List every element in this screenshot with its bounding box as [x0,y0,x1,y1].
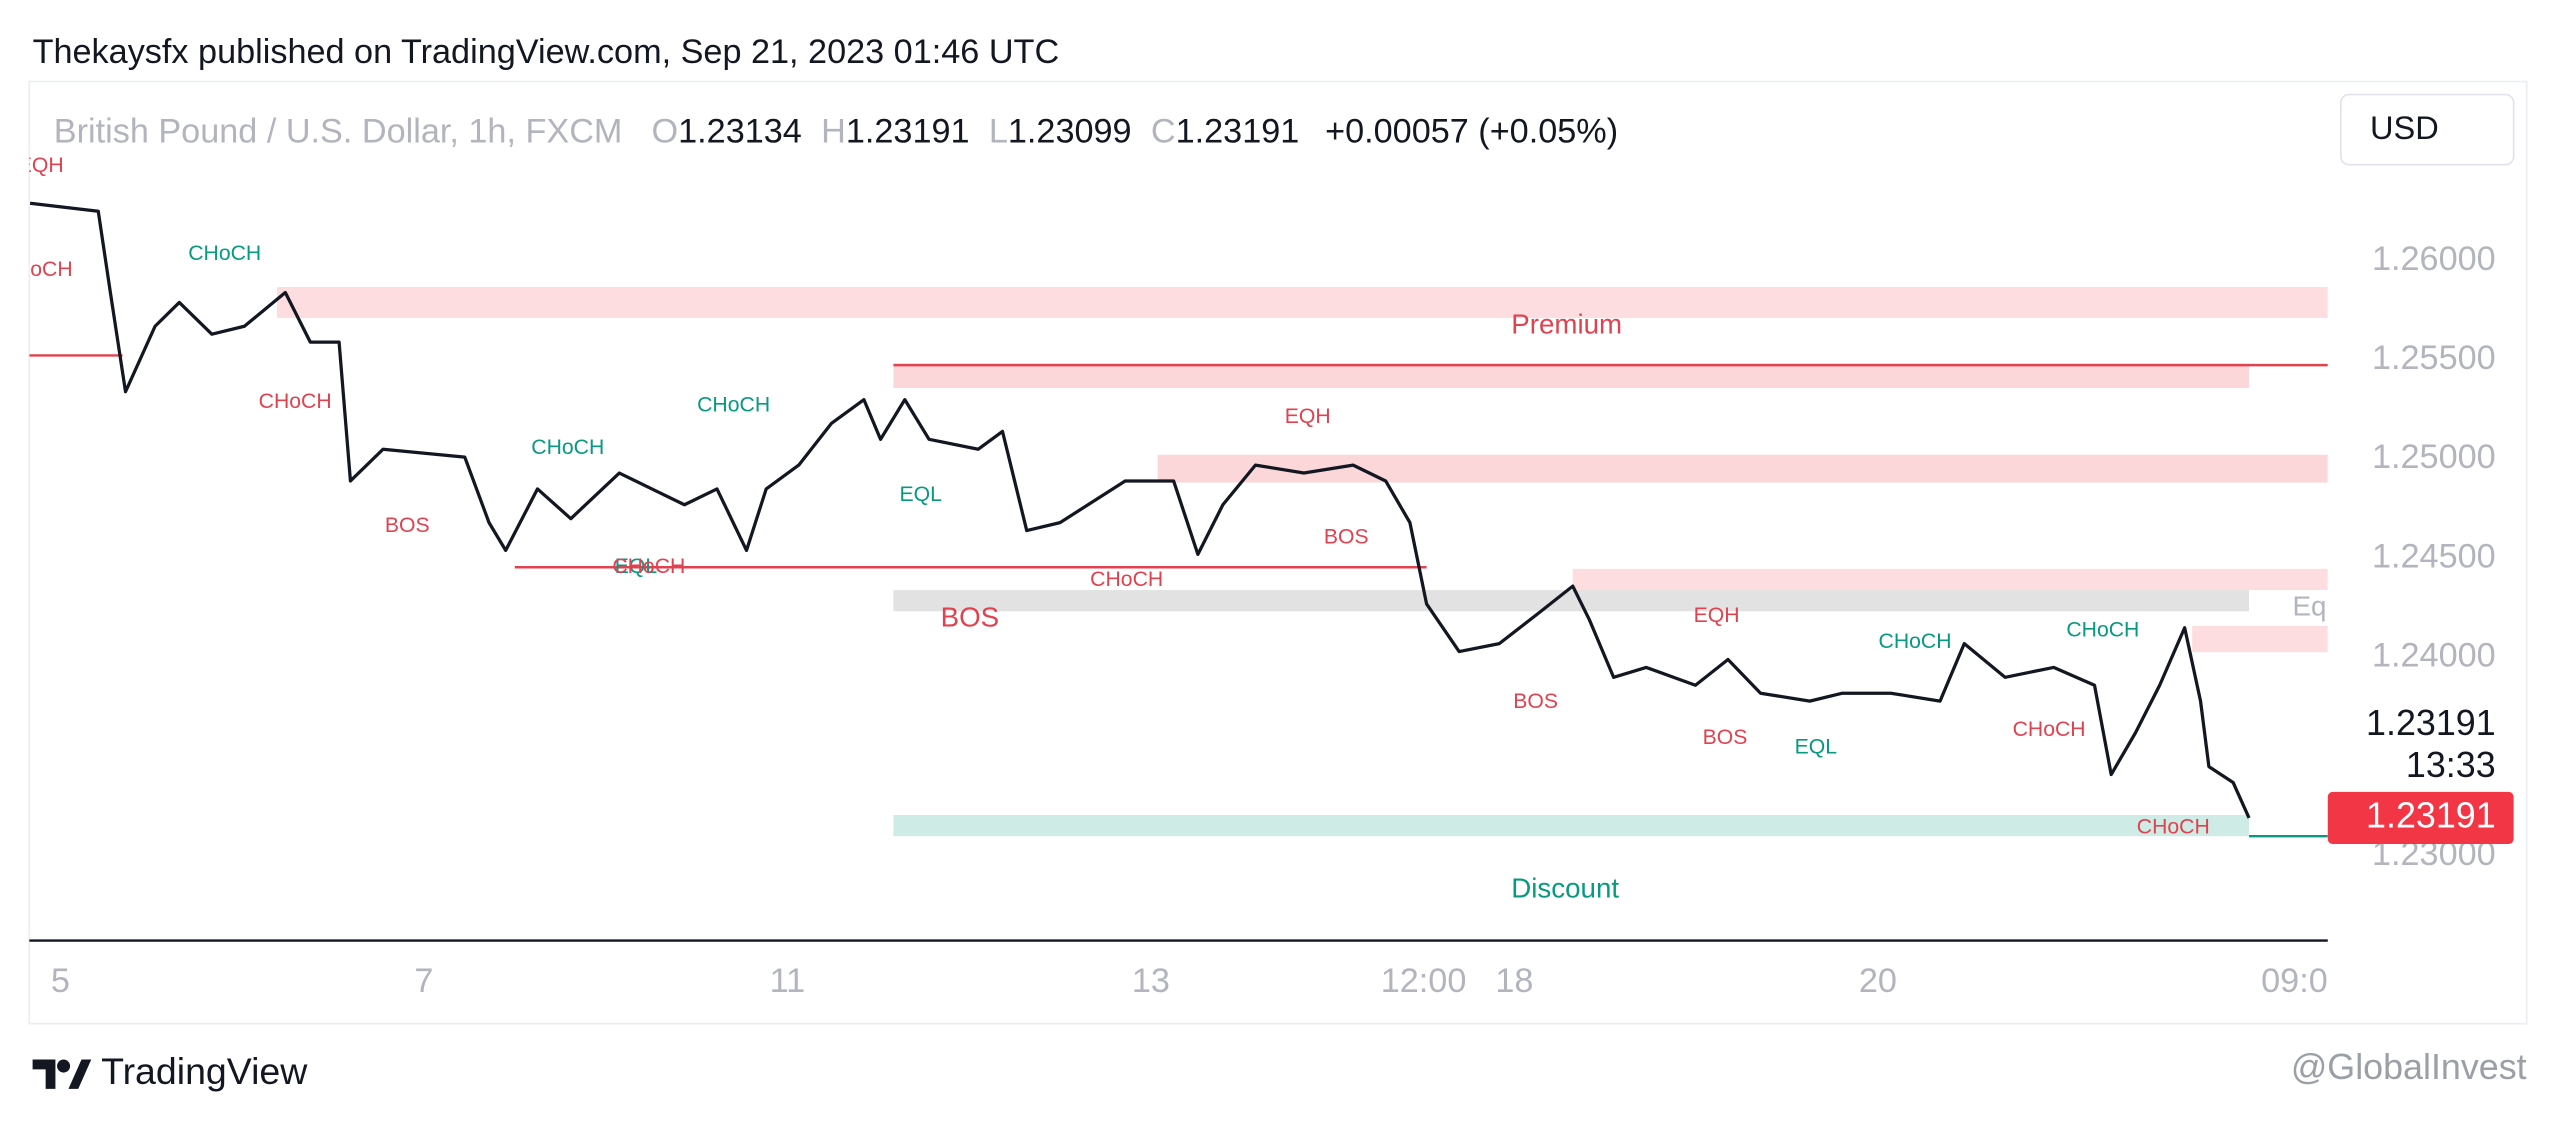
annotation: Premium [1511,308,1622,339]
price-line [29,201,2251,819]
currency[interactable]: USD [2370,109,2439,146]
brand-logo [32,1059,92,1089]
annotation: CHoCH [0,258,73,281]
x-tick-label: 09:0 [2261,962,2328,1000]
annotation: Equ [2293,590,2342,621]
y-tick-label: 1.24500 [2372,537,2496,575]
annotation: Discount [1511,872,1619,903]
ohlc-key: C [1151,113,1176,151]
zone [1157,454,2328,483]
symbol: British Pound / U.S. Dollar, 1h, FXCM [54,113,623,151]
annotation: CHoCH [1879,630,1952,653]
ohlc-value: 1.23191 [846,113,970,151]
x-tick-label: 7 [414,962,433,1000]
last-price-label: 1.23191 [2366,795,2496,835]
ohlc-value: 1.23099 [1008,113,1132,151]
x-tick-label: 11 [770,962,806,1000]
price-label: 1.23191 [2366,703,2496,743]
watermark: @GlobalInvest [2291,1047,2527,1087]
zone [2192,625,2328,653]
annotation: BOS [385,514,430,537]
annotation: BOS [1513,690,1558,713]
zone [1572,568,2328,591]
x-tick-label: 12:00 [1381,962,1467,1000]
plot: EQHCHoCHCHoCHCHoCHBOSCHoCHCHoCHEQLEQLCHo… [0,154,2342,903]
ohlc-key: H [821,113,846,151]
annotation: CHoCH [531,436,604,459]
ohlc-value: 1.23191 [1176,113,1300,151]
annotation: CHoCH [1090,568,1163,591]
currency-button[interactable] [2340,93,2515,166]
annotation: CHoCH [2137,816,2210,839]
y-tick-label: 1.24000 [2372,637,2496,675]
brand: TradingView [101,1050,308,1092]
annotation: EQL [899,483,942,506]
annotation: CHoCH [188,242,261,265]
change: +0.00057 (+0.05%) [1325,113,1618,151]
annotation: EQH [18,154,64,177]
annotation: EQL [1795,736,1838,759]
publish-info: Thekaysfx published on TradingView.com, … [33,33,1060,71]
annotation: CHoCH [2013,718,2086,741]
last-price-tag [2327,791,2514,845]
y-tick-label: 1.25500 [2372,339,2496,377]
x-tick-label: 20 [1859,962,1897,1000]
annotation: BOS [1703,726,1748,749]
countdown: 13:33 [2406,745,2496,785]
annotation: CHoCH [2066,619,2139,642]
y-tick-label: 1.26000 [2372,240,2496,278]
annotation: CHoCH [259,390,332,413]
x-tick-label: 13 [1132,962,1170,1000]
annotation: EQL [615,555,658,578]
zone [893,363,2250,388]
annotation: CHoCH [697,393,770,416]
x-tick-label: 5 [51,962,70,1000]
ohlc-key: O [652,113,679,151]
annotation: CHoCH [612,555,685,578]
ohlc-key: L [989,113,1008,151]
annotation: EQH [1285,405,1331,428]
annotation: EQH [1694,604,1740,627]
ohlc-value: 1.23134 [678,113,802,151]
zone [893,590,2250,612]
legend: British Pound / U.S. Dollar, 1h, FXCM O1… [54,113,1618,151]
zone [893,814,2250,837]
zone [276,286,2328,318]
chart-frame [28,80,2528,1025]
x-tick-label: 18 [1495,962,1533,1000]
annotation: BOS [941,602,1000,633]
y-tick-label: 1.25000 [2372,438,2496,476]
annotation: BOS [1324,525,1369,548]
